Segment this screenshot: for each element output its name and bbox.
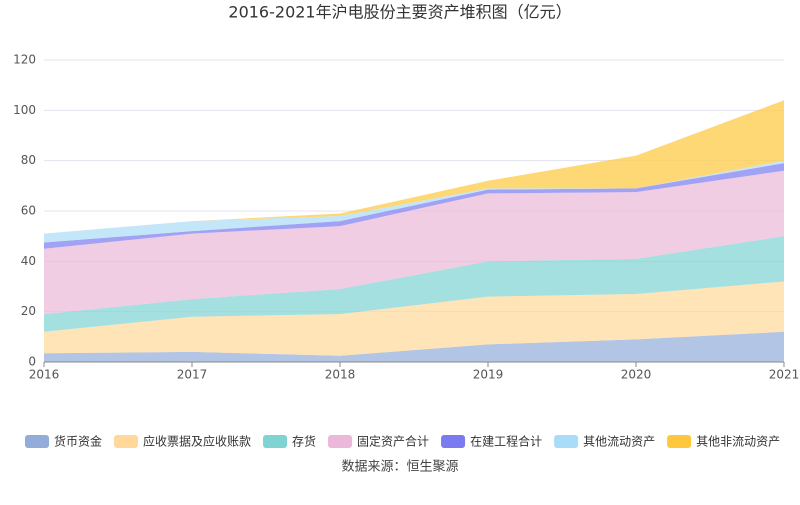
area	[44, 170, 784, 315]
source-note: 数据来源：恒生聚源	[341, 460, 458, 475]
legend-label: 货币资金	[54, 434, 102, 449]
legend-swatch	[554, 435, 579, 448]
legend-swatch	[667, 435, 692, 448]
chart-title: 2016-2021年沪电股份主要资产堆积图（亿元）	[228, 3, 571, 22]
y-tick-label: 100	[13, 103, 36, 117]
legend-swatch	[263, 435, 288, 448]
area	[44, 281, 784, 356]
legend-label: 其他非流动资产	[696, 435, 780, 449]
x-tick-label: 2016	[29, 368, 60, 382]
legend-swatch	[114, 435, 139, 448]
area	[44, 236, 784, 332]
y-tick-label: 40	[21, 254, 36, 268]
area	[44, 160, 784, 243]
y-tick-label: 60	[21, 204, 36, 218]
legend-label: 固定资产合计	[357, 434, 429, 449]
legend-swatch	[25, 435, 49, 448]
y-tick-label: 80	[21, 153, 36, 167]
area	[44, 163, 784, 249]
x-tick-label: 2021	[769, 368, 800, 382]
y-tick-label: 0	[28, 355, 36, 369]
x-tick-label: 2020	[621, 368, 652, 382]
legend-label: 其他流动资产	[583, 435, 655, 449]
legend-label: 在建工程合计	[470, 434, 542, 449]
legend-label: 应收票据及应收账款	[143, 434, 251, 449]
legend-label: 存货	[292, 434, 316, 449]
y-tick-label: 120	[13, 53, 36, 67]
x-tick-label: 2019	[473, 368, 504, 382]
legend-swatch	[441, 435, 466, 448]
legend-swatch	[328, 435, 353, 448]
x-tick-label: 2017	[177, 368, 208, 382]
area	[44, 100, 784, 234]
area	[44, 331, 784, 362]
x-tick-label: 2018	[325, 368, 356, 382]
y-tick-label: 20	[21, 304, 36, 318]
